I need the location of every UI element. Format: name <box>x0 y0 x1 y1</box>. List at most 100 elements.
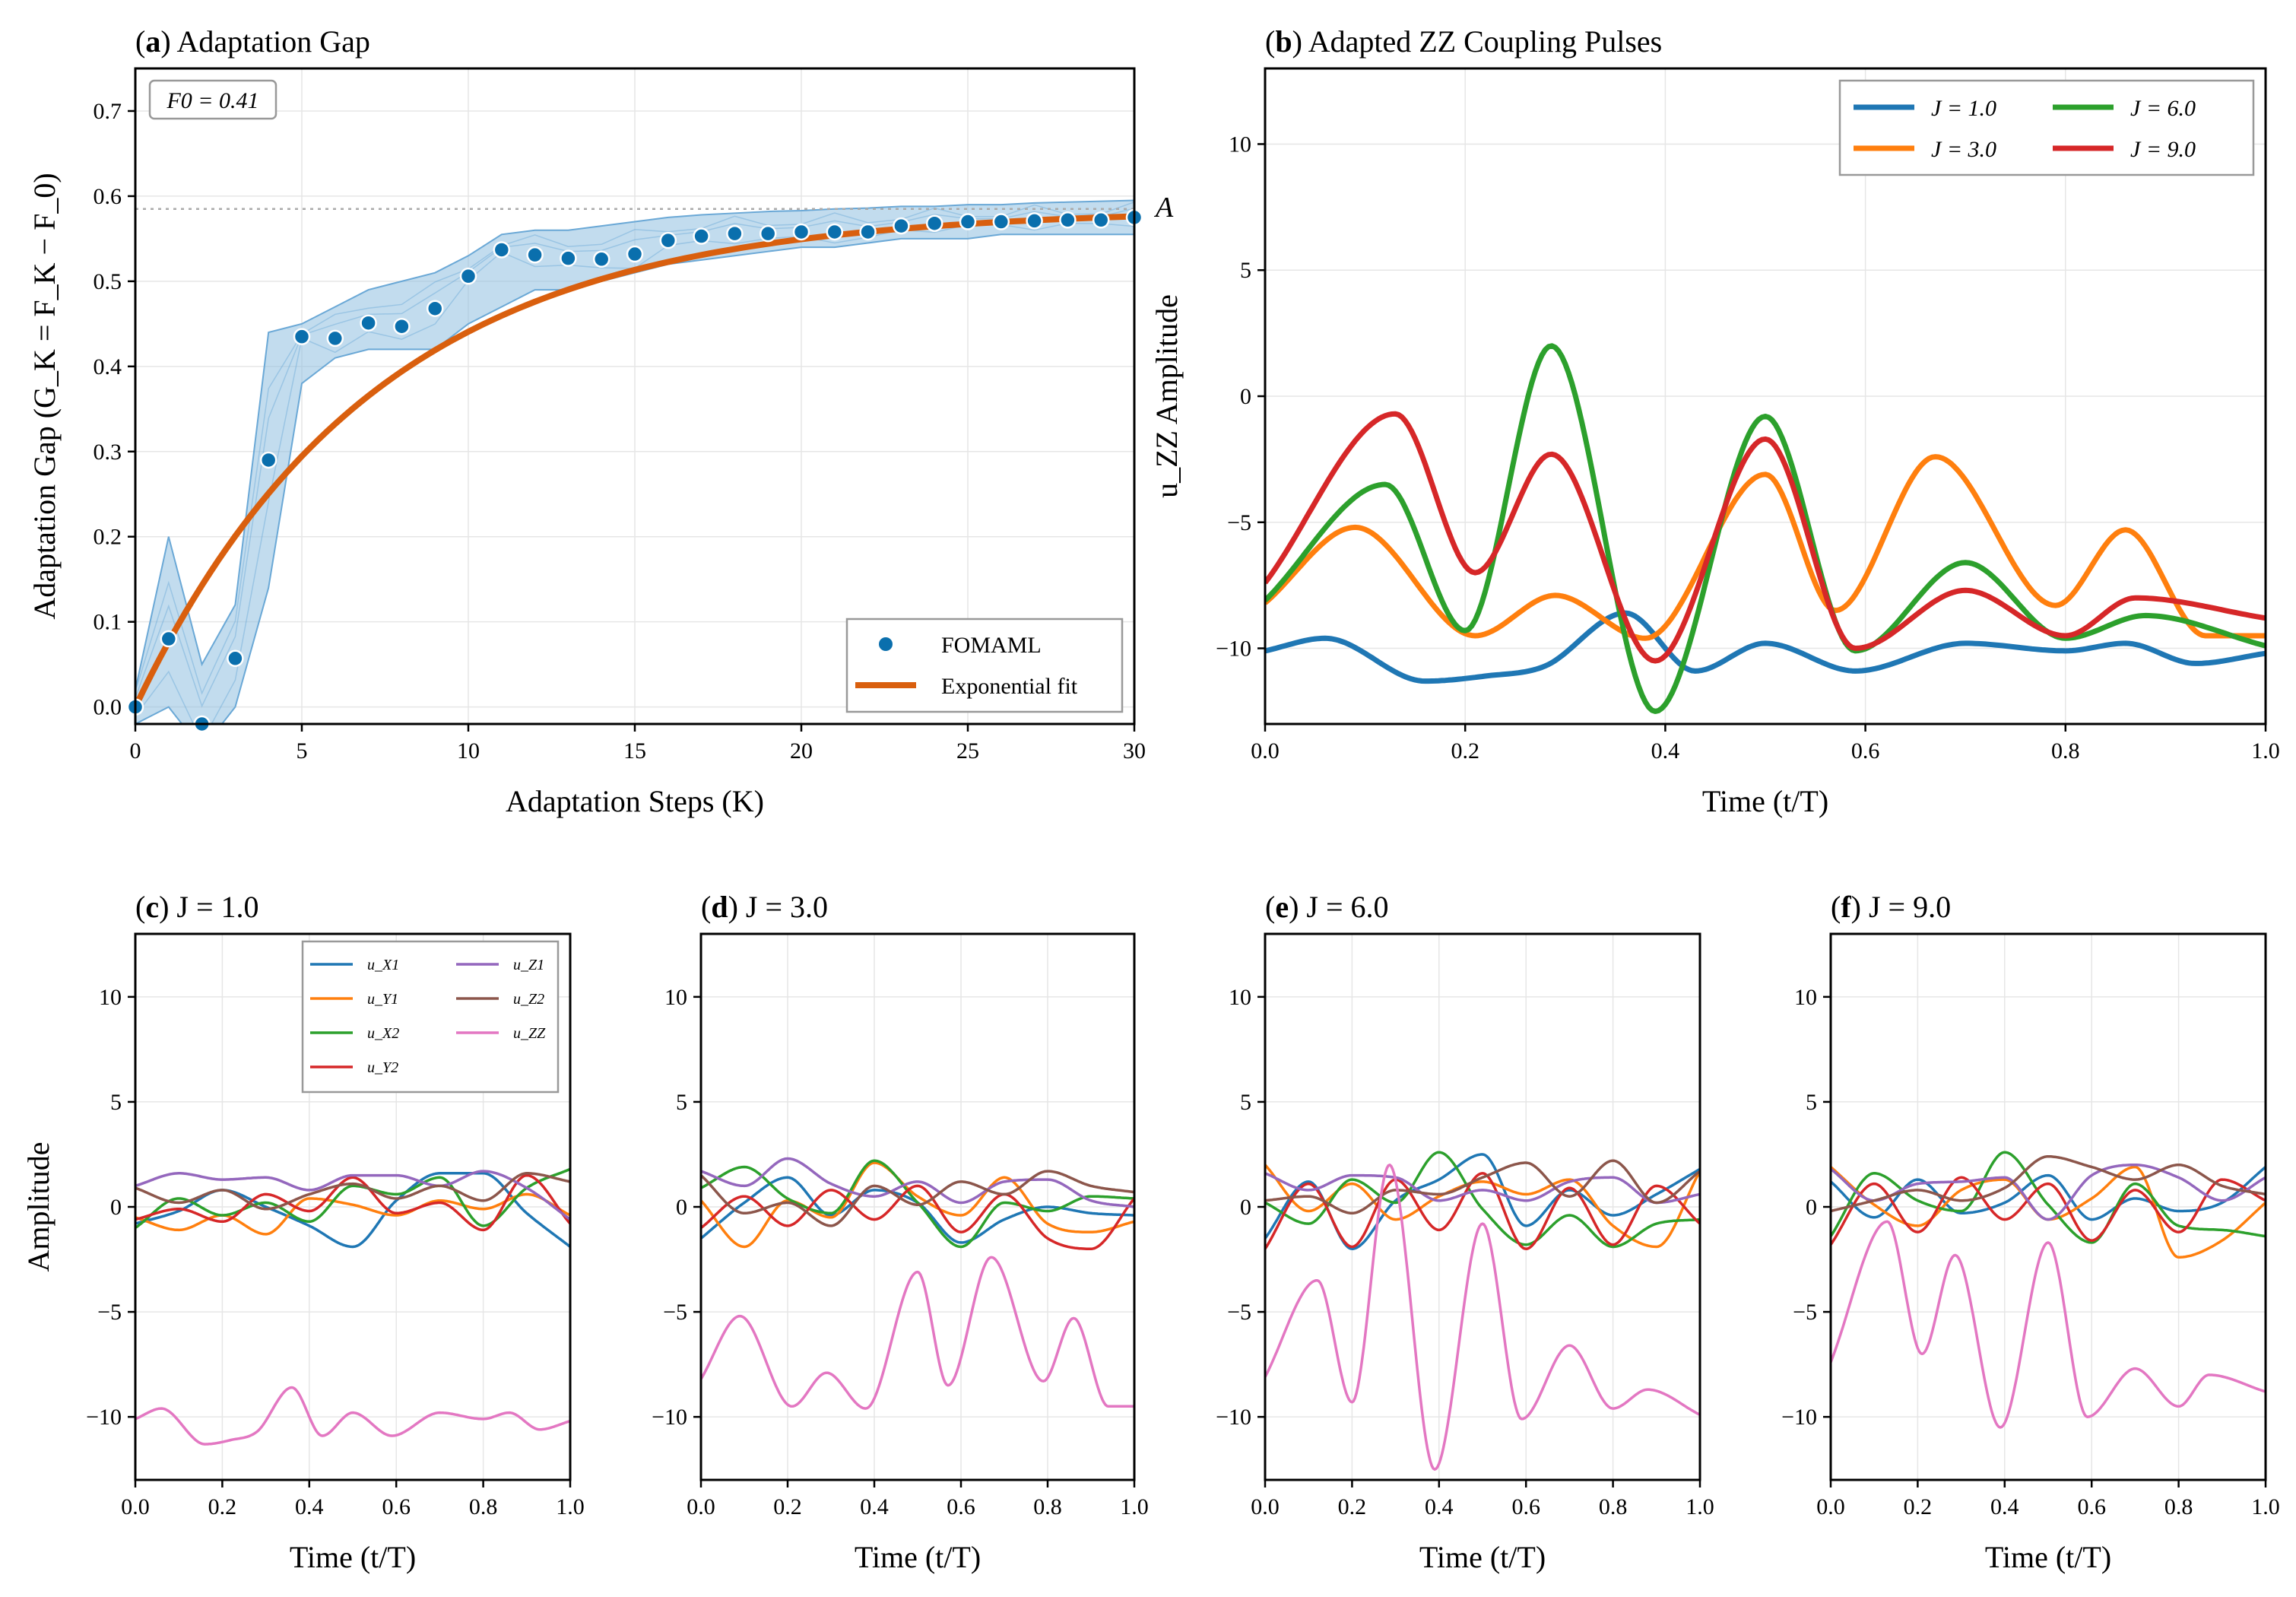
legend-label: u_ZZ <box>513 1025 546 1042</box>
fomaml-point <box>526 246 544 264</box>
x-tick-label: 0.4 <box>1990 1494 2019 1519</box>
y-tick-label: −5 <box>97 1300 122 1325</box>
panel-letter: a <box>145 24 160 59</box>
y-tick-label: 10 <box>1229 985 1251 1010</box>
x-tick-label: 0.8 <box>2051 738 2080 764</box>
legend-label: J = 6.0 <box>2130 96 2196 121</box>
y-tick-label: 0 <box>1240 384 1251 409</box>
fomaml-point <box>659 231 677 249</box>
panel-b: 0.0 0.2 0.4 0.6 0.8 1.0 −10 −5 0 5 10 J = 1.0 J = 3.… <box>1150 24 2280 818</box>
legend-label: u_Y1 <box>367 991 398 1008</box>
axes-frame <box>134 67 1136 725</box>
x-tick-label: 0.0 <box>121 1494 150 1519</box>
legend-label: u_Z2 <box>513 991 544 1008</box>
panel-e: 0.0 0.2 0.4 0.6 0.8 1.0 −10 −5 0 5 10 (e) J = 6.0 Ti… <box>1216 890 1714 1574</box>
x-tick-label: 15 <box>623 738 646 764</box>
x-tick-label: 0.4 <box>1425 1494 1454 1519</box>
y-tick-label: 10 <box>664 985 687 1010</box>
panel-letter: f <box>1841 890 1851 924</box>
plot-area <box>1831 1151 2266 1429</box>
y-tick-label: −10 <box>1216 637 1251 662</box>
y-tick-label: 0.2 <box>94 525 122 550</box>
legend-label-fit: Exponential fit <box>941 674 1078 699</box>
y-tick-label: 0.7 <box>94 99 122 124</box>
y-tick-label: 0.4 <box>94 354 122 379</box>
legend-label: J = 1.0 <box>1931 96 1996 121</box>
series-line-u-zz <box>135 1386 570 1446</box>
fomaml-point <box>693 227 710 245</box>
panel-f: 0.0 0.2 0.4 0.6 0.8 1.0 −10 −5 0 5 10 (f) J = 9.0 Ti… <box>1781 890 2280 1574</box>
x-tick-label: 0.8 <box>2164 1494 2193 1519</box>
y-tick-label: −5 <box>1227 1300 1251 1325</box>
series-line-j-9-0 <box>1265 411 2266 664</box>
x-tick-label: 20 <box>790 738 813 764</box>
fomaml-point <box>1026 212 1043 230</box>
y-tick-label: −10 <box>86 1405 122 1430</box>
x-tick-label: 1.0 <box>556 1494 585 1519</box>
axes-frame <box>1264 932 1701 1481</box>
panel-title-text: Adaptation Gap <box>176 24 369 59</box>
x-tick-label: 0.4 <box>295 1494 324 1519</box>
fomaml-point <box>326 329 344 348</box>
panel-letter: c <box>145 890 159 924</box>
fomaml-point <box>160 630 178 648</box>
x-tick-label: 10 <box>457 738 480 764</box>
legend-label: J = 3.0 <box>1931 137 1996 162</box>
panel-title: (a) Adaptation Gap <box>135 24 370 59</box>
y-tick-label: 0.0 <box>94 695 122 720</box>
fomaml-point <box>459 267 477 285</box>
y-tick-label: 0 <box>676 1195 687 1220</box>
panel-title: (c) J = 1.0 <box>135 890 259 924</box>
series-line-u-z1 <box>701 1157 1134 1208</box>
panel-title: (f) J = 9.0 <box>1831 890 1951 924</box>
x-tick-label: 25 <box>956 738 979 764</box>
y-tick-label: −5 <box>1227 510 1251 535</box>
x-axis-label: Adaptation Steps (K) <box>506 784 764 818</box>
plot-area <box>135 1167 570 1446</box>
fomaml-point <box>259 451 277 469</box>
x-axis-label: Time (t/T) <box>1985 1540 2111 1574</box>
fomaml-point <box>726 224 744 243</box>
legend-label-fomaml: FOMAML <box>941 633 1042 658</box>
series-line-u-z1 <box>1265 1172 1700 1205</box>
plot-area <box>701 1157 1134 1410</box>
series-line-u-x2 <box>1265 1151 1700 1249</box>
x-tick-label: 0.8 <box>1599 1494 1628 1519</box>
series-line-u-z2 <box>135 1172 570 1211</box>
y-tick-label: −5 <box>1793 1300 1817 1325</box>
legend-label: u_X2 <box>367 1025 399 1042</box>
axes-frame <box>1829 932 2267 1481</box>
x-tick-label: 0.6 <box>1511 1494 1540 1519</box>
plot-area <box>1265 343 2266 714</box>
y-tick-label: 10 <box>1794 985 1817 1010</box>
legend-label: J = 9.0 <box>2130 137 2196 162</box>
y-axis-label: Amplitude <box>21 1141 55 1272</box>
asymptote-label: A <box>1153 192 1174 224</box>
x-tick-label: 0 <box>130 738 141 764</box>
fomaml-point <box>592 250 610 268</box>
panel-letter: b <box>1275 24 1292 59</box>
fomaml-point <box>759 224 777 243</box>
y-tick-label: 0.6 <box>94 184 122 209</box>
x-tick-label: 0.4 <box>1651 738 1680 764</box>
fomaml-point <box>1092 211 1110 229</box>
series-line-u-y2 <box>1831 1176 2266 1246</box>
axes-frame <box>1264 67 2267 725</box>
x-tick-label: 0.6 <box>1851 738 1880 764</box>
panel-title: (b) Adapted ZZ Coupling Pulses <box>1265 24 1662 59</box>
y-tick-label: 5 <box>110 1090 122 1115</box>
y-tick-label: −10 <box>652 1405 687 1430</box>
f0-annotation-box <box>148 79 277 120</box>
fomaml-point <box>493 241 511 259</box>
y-tick-label: 0 <box>1240 1195 1251 1220</box>
legend-box <box>845 618 1124 713</box>
plot-area <box>1265 1151 1700 1471</box>
panel-title: (e) J = 6.0 <box>1265 890 1389 924</box>
series-line-u-z1 <box>135 1170 570 1221</box>
legend-box <box>1838 79 2255 176</box>
y-tick-label: 5 <box>1806 1090 1817 1115</box>
series-line-j-3-0 <box>1265 454 2266 641</box>
x-tick-label: 1.0 <box>2251 738 2280 764</box>
x-tick-label: 0.0 <box>1251 1494 1280 1519</box>
fomaml-point <box>893 217 910 235</box>
